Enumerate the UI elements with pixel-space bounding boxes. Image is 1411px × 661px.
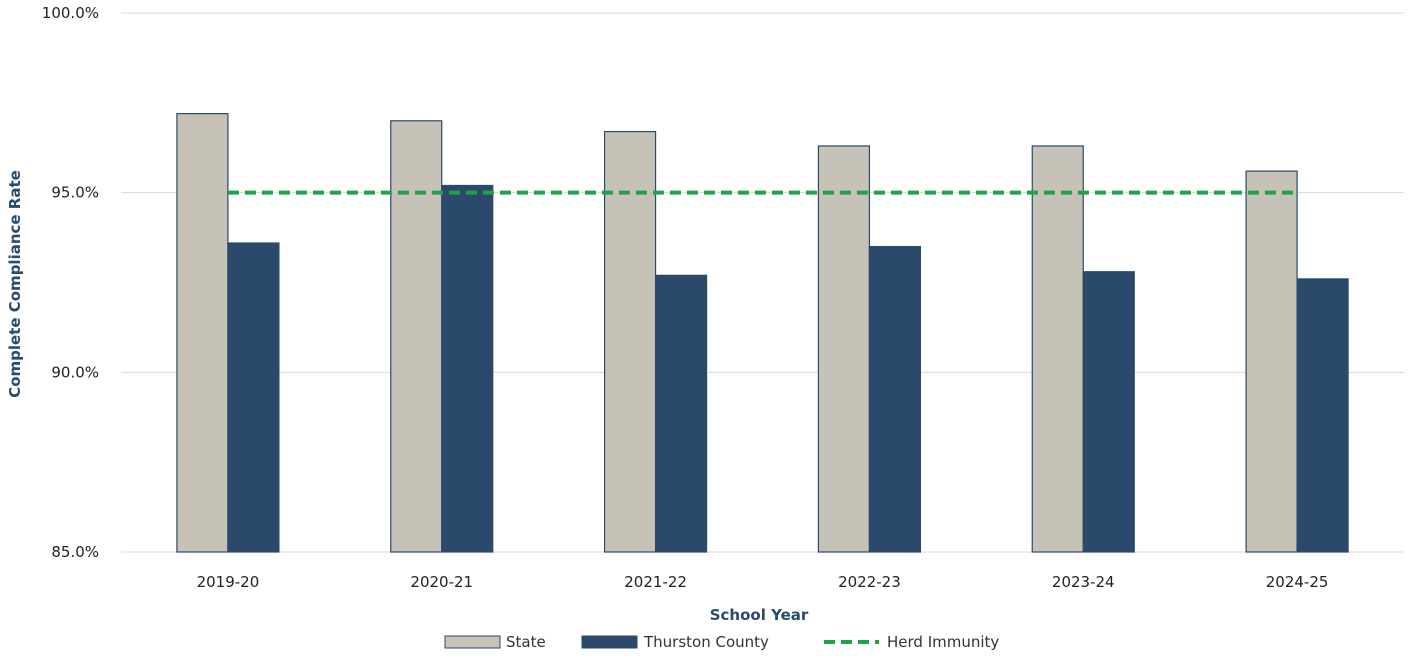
x-tick-label: 2022-23 [838,573,901,591]
gridlines [121,12,1404,553]
bar-thurston-county [868,245,922,553]
bars [176,113,1349,553]
legend-label: Thurston County [643,633,769,651]
legend-label: State [506,633,546,651]
legend-swatch [444,635,501,649]
y-tick-label: 95.0% [51,184,99,202]
x-tick-label: 2023-24 [1052,573,1115,591]
y-axis-title: Complete Compliance Rate [6,170,24,398]
legend: State Thurston County Herd Immunity [444,633,999,651]
bar-state [1031,145,1084,553]
legend-swatch [581,635,638,649]
bar-state [390,120,443,553]
bar-thurston-county [654,274,708,553]
bar-thurston-county [1296,278,1349,553]
bar-state [603,130,657,553]
bar-state [1245,170,1298,553]
x-tick-label: 2024-25 [1266,573,1329,591]
legend-label: Herd Immunity [887,633,999,651]
y-tick-label: 85.0% [51,543,99,561]
y-axis-ticks: 85.0% 90.0% 95.0% 100.0% [42,4,99,561]
x-tick-label: 2020-21 [410,573,473,591]
y-tick-label: 90.0% [51,363,99,381]
y-tick-label: 100.0% [42,4,99,22]
x-tick-label: 2019-20 [197,573,260,591]
x-axis-ticks: 2019-20 2020-21 2021-22 2022-23 2023-24 2024-… [197,573,1329,591]
bar-thurston-county [227,242,280,553]
bar-state [176,113,229,553]
bar-thurston-county [1082,271,1135,553]
x-axis-title: School Year [710,606,809,624]
bar-state [817,145,871,553]
x-tick-label: 2021-22 [624,573,687,591]
bar-thurston-county [441,184,494,553]
